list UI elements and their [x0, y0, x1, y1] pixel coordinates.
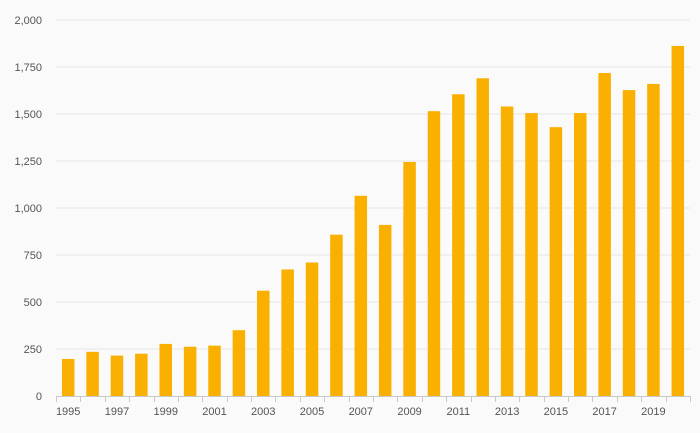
- bar-1997: [110, 355, 124, 396]
- bar-2009: [403, 161, 416, 396]
- y-tick-label: 1,750: [14, 62, 42, 74]
- bar-2001: [208, 345, 221, 396]
- x-tick-label: 2019: [641, 406, 665, 418]
- bar-2004: [281, 269, 294, 396]
- bar-2013: [500, 106, 514, 396]
- tick-labels: 0 250 500 750 1,000 1,250 1,500 1,750 2,000 1995 1…: [14, 15, 665, 418]
- bar-2010: [427, 111, 441, 397]
- x-tick-label: 1999: [153, 406, 177, 418]
- bar-2015: [549, 127, 563, 396]
- y-tick-label: 250: [24, 344, 42, 356]
- x-tick-label: 1995: [56, 406, 80, 418]
- bar-2020: [671, 45, 685, 396]
- bar-2008: [378, 224, 392, 396]
- x-tick-label: 2003: [251, 406, 275, 418]
- x-tick-label: 2005: [300, 406, 324, 418]
- bar-2017: [598, 73, 611, 397]
- x-tick-label: 2013: [495, 406, 519, 418]
- bar-2006: [330, 234, 343, 396]
- bar-2011: [452, 94, 465, 396]
- x-tick-label: 2007: [349, 406, 373, 418]
- y-tick-label: 2,000: [14, 15, 42, 27]
- bar-2005: [305, 262, 319, 396]
- bar-2019: [647, 83, 660, 397]
- bar-2003: [257, 290, 270, 396]
- y-tick-label: 1,000: [14, 203, 42, 215]
- bar-1995: [61, 358, 75, 396]
- bar-1999: [159, 343, 172, 396]
- x-tick-label: 2011: [447, 406, 471, 418]
- bar-2016: [574, 113, 587, 396]
- bar-2012: [476, 78, 489, 396]
- x-tick-label: 2009: [397, 406, 421, 418]
- x-tick-label: 2017: [592, 406, 616, 418]
- y-tick-label: 1,500: [14, 109, 42, 121]
- bar-1996: [86, 351, 99, 396]
- bar-2018: [622, 90, 636, 397]
- y-tick-label: 500: [24, 297, 42, 309]
- bars: [61, 45, 685, 397]
- y-tick-label: 1,250: [14, 156, 42, 168]
- bar-2002: [232, 330, 246, 396]
- x-tick-label: 1997: [105, 406, 129, 418]
- gridlines: [56, 19, 690, 350]
- x-tick-label: 2015: [544, 406, 568, 418]
- bar-2014: [525, 113, 538, 396]
- y-tick-label: 0: [36, 391, 42, 403]
- bar-2000: [183, 346, 197, 396]
- x-tick-label: 2001: [202, 406, 226, 418]
- axes: [56, 396, 691, 402]
- bar-2007: [354, 195, 368, 396]
- y-tick-label: 750: [24, 250, 42, 262]
- bar-1998: [135, 353, 148, 396]
